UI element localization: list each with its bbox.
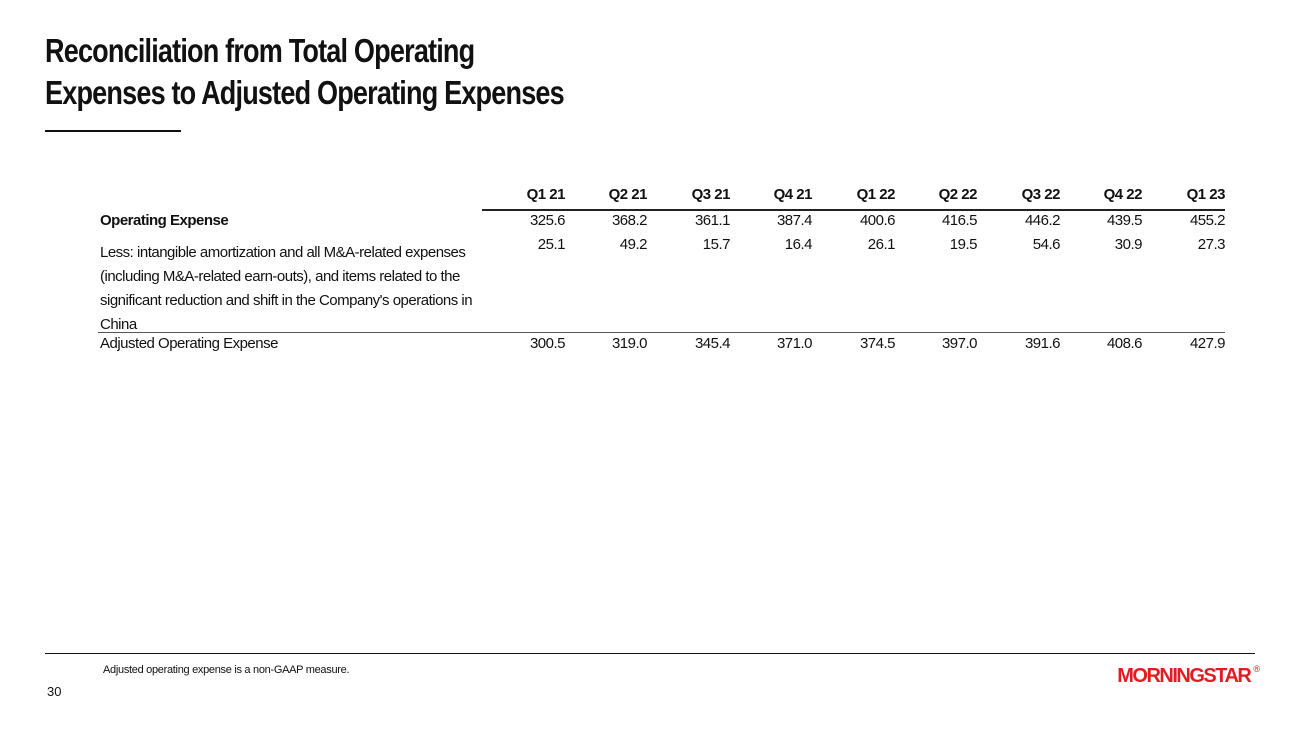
table-cell: 391.6 bbox=[1024, 335, 1061, 352]
table-cell: 408.6 bbox=[1106, 335, 1143, 352]
title-line-1: Reconciliation from Total Operating bbox=[45, 32, 475, 69]
title-line-2: Expenses to Adjusted Operating Expenses bbox=[45, 74, 565, 111]
column-header: Q1 22 bbox=[856, 186, 896, 203]
column-header: Q2 21 bbox=[608, 186, 648, 203]
table-cell: 368.2 bbox=[611, 212, 648, 229]
column-header: Q4 21 bbox=[773, 186, 813, 203]
registered-mark: ® bbox=[1253, 664, 1260, 674]
column-header: Q4 22 bbox=[1103, 186, 1143, 203]
table-cell: 361.1 bbox=[694, 212, 731, 229]
row-label-adjusted-operating-expense: Adjusted Operating Expense bbox=[100, 335, 278, 352]
table-cell: 455.2 bbox=[1189, 212, 1226, 229]
table-cell: 15.7 bbox=[702, 236, 731, 253]
morningstar-logo: MORNINGSTAR bbox=[1117, 665, 1252, 687]
table-cell: 400.6 bbox=[859, 212, 896, 229]
column-header: Q3 22 bbox=[1021, 186, 1061, 203]
title-underline bbox=[45, 130, 181, 132]
header-rule bbox=[482, 209, 1225, 211]
table-cell: 439.5 bbox=[1106, 212, 1143, 229]
table-cell: 371.0 bbox=[776, 335, 813, 352]
table-cell: 19.5 bbox=[949, 236, 978, 253]
table-cell: 16.4 bbox=[784, 236, 813, 253]
table-cell: 27.3 bbox=[1197, 236, 1226, 253]
footer-rule bbox=[45, 653, 1255, 654]
column-header: Q2 22 bbox=[938, 186, 978, 203]
table-cell: 416.5 bbox=[941, 212, 978, 229]
table-cell: 446.2 bbox=[1024, 212, 1061, 229]
row-label-less-adjustments: Less: intangible amortization and all M&… bbox=[100, 244, 473, 333]
row-label-operating-expense: Operating Expense bbox=[100, 212, 229, 229]
table-cell: 427.9 bbox=[1189, 335, 1226, 352]
table-cell: 325.6 bbox=[529, 212, 566, 229]
table-cell: 387.4 bbox=[776, 212, 813, 229]
column-header: Q1 21 bbox=[526, 186, 566, 203]
total-rule bbox=[98, 332, 1225, 333]
morningstar-logo-group: MORNINGSTAR ® bbox=[1117, 664, 1260, 688]
column-header: Q1 23 bbox=[1186, 186, 1226, 203]
table-cell: 300.5 bbox=[529, 335, 566, 352]
footnote: Adjusted operating expense is a non-GAAP… bbox=[103, 664, 350, 676]
table-cell: 25.1 bbox=[537, 236, 566, 253]
table-cell: 374.5 bbox=[859, 335, 896, 352]
table-cell: 397.0 bbox=[941, 335, 978, 352]
table-cell: 319.0 bbox=[611, 335, 648, 352]
column-header: Q3 21 bbox=[691, 186, 731, 203]
table-cell: 345.4 bbox=[694, 335, 731, 352]
page-title: Reconciliation from Total Operating Expe… bbox=[45, 30, 565, 114]
table-cell: 49.2 bbox=[619, 236, 648, 253]
page-number: 30 bbox=[47, 684, 62, 699]
table-cell: 26.1 bbox=[867, 236, 896, 253]
table-cell: 30.9 bbox=[1114, 236, 1143, 253]
table-cell: 54.6 bbox=[1032, 236, 1061, 253]
